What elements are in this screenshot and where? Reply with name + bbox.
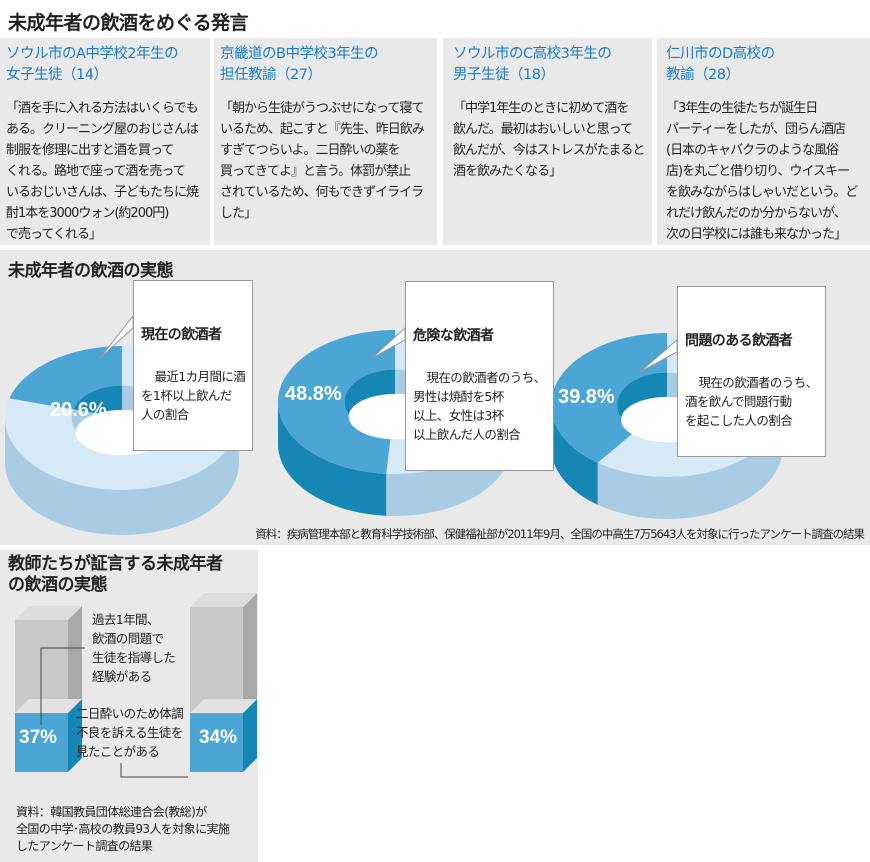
- bar-chart: 37% 34%: [15, 593, 257, 778]
- bar-value-label: 37%: [19, 727, 57, 748]
- callout-description: 現在の飲酒者のうち、 男性は焼酎を5杯 以上、女性は3杯 以上飲んだ人の割合: [413, 370, 546, 442]
- donut-slice-side: [278, 402, 387, 516]
- quote-panel: 京畿道のB中学校3年生の 担任教諭（27） 「朝から生徒がうつぶせになって寝て …: [214, 38, 437, 245]
- quote-text: 「中学1年生のときに初めて酒を 飲んだ。最初はおいしいと思って 飲んだが、今はス…: [453, 101, 645, 179]
- leader-line: [40, 647, 85, 725]
- drinking-reality-section: 未成年者の飲酒の実態 20.6% 48.8% 39.8% 現在の飲酒者 最近1カ月間…: [0, 250, 870, 545]
- donut-slice: [278, 330, 395, 474]
- donut-slice: [550, 333, 667, 463]
- donut-value-label: 20.6%: [50, 399, 107, 421]
- donut-value-label: 39.8%: [558, 386, 615, 408]
- bar-label: 二日酔いのため体調 不良を訴える生徒を 見たことがある: [76, 706, 184, 759]
- bar-label: 過去1年間、 飲酒の問題で 生徒を指導した 経験がある: [92, 612, 176, 684]
- callout-title: 問題のある飲酒者: [685, 333, 793, 349]
- section-title-reality: 未成年者の飲酒の実態: [8, 261, 174, 281]
- quote-speaker: 京畿道のB中学校3年生の 担任教諭（27）: [220, 46, 379, 83]
- quote-panel: ソウル市のA中学校2年生の 女子生徒（14） 「酒を手に入れる方法はいくらでも …: [0, 38, 210, 245]
- quote-text: 「酒を手に入れる方法はいくらでも ある。クリーニング屋のおじさんは 制服を修理に…: [6, 101, 199, 242]
- bar-value: [190, 713, 243, 772]
- callout-description: 最近1カ月間に酒 を1杯以上飲んだ 人の割合: [141, 369, 246, 422]
- callout-title: 危険な飲酒者: [413, 328, 494, 344]
- quote-text: 「朝から生徒がうつぶせになって寝て いるため、起こすと『先生、昨日飲み すぎてつ…: [220, 101, 425, 221]
- donut-hole-wall-slice: [73, 385, 122, 418]
- bar-value-side: [243, 699, 257, 772]
- bar-value-top: [190, 699, 257, 714]
- callout-current-drinkers: 現在の飲酒者 最近1カ月間に酒 を1杯以上飲んだ 人の割合: [133, 280, 254, 451]
- leader-line: [120, 763, 188, 778]
- source-note: 資料：韓国教員団体総連合会(教総)が 全国の中学･高校の教員93人を対象に実施 …: [16, 805, 230, 853]
- quote-text: 「3年生の生徒たちが誕生日 パーティーをしたが、団らん酒店 (日本のキャバクラの…: [666, 101, 858, 242]
- bar-value-label: 34%: [199, 727, 237, 748]
- callout-dangerous-drinkers: 危険な飲酒者 現在の飲酒者のうち、 男性は焼酎を5杯 以上、女性は3杯 以上飲ん…: [405, 281, 554, 471]
- quote-panel: ソウル市のC高校3年生の 男子生徒（18） 「中学1年生のときに初めて酒を 飲ん…: [443, 38, 652, 245]
- quote-speaker: ソウル市のC高校3年生の 男子生徒（18）: [453, 46, 612, 83]
- callout-description: 現在の飲酒者のうち、 酒を飲んで問題行動 を起こした人の割合: [685, 375, 818, 428]
- quote-speaker: 仁川市のD高校の 教諭（28）: [666, 46, 775, 83]
- section-title-statements: 未成年者の飲酒をめぐる発言: [8, 12, 249, 34]
- donut-value-label: 48.8%: [285, 383, 342, 405]
- donut-slice-side: [551, 405, 598, 505]
- bar-background-top: [15, 606, 82, 620]
- bar-value-top: [15, 698, 82, 713]
- section-title-teachers: 教師たちが証言する未成年者 の飲酒の実態: [8, 554, 223, 595]
- bar-value-side: [68, 698, 82, 772]
- quote-panel: 仁川市のD高校の 教諭（28） 「3年生の生徒たちが誕生日 パーティーをしたが、…: [657, 38, 870, 245]
- teacher-testimony-section: 教師たちが証言する未成年者 の飲酒の実態 37% 34% 過去1年間、 飲酒の問題…: [0, 550, 258, 862]
- bar-background-top: [190, 593, 257, 607]
- callout-problem-drinkers: 問題のある飲酒者 現在の飲酒者のうち、 酒を飲んで問題行動 を起こした人の割合: [677, 286, 826, 457]
- quote-speaker: ソウル市のA中学校2年生の 女子生徒（14）: [6, 46, 179, 83]
- source-note: 資料：疾病管理本部と教育科学技術部、保健福祉部が2011年9月、全国の中高生7万…: [255, 527, 865, 541]
- callout-title: 現在の飲酒者: [141, 327, 222, 343]
